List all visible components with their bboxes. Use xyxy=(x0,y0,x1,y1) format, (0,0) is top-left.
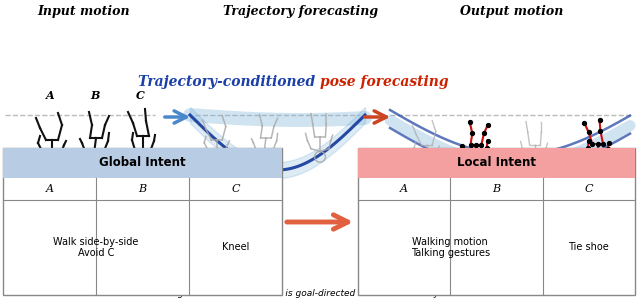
Text: B: B xyxy=(138,184,147,194)
Text: A: A xyxy=(400,184,408,194)
FancyBboxPatch shape xyxy=(3,148,282,178)
Text: Figure 1.  Human motion is goal-directed and influenced by othe...: Figure 1. Human motion is goal-directed … xyxy=(170,289,470,298)
Text: C: C xyxy=(136,90,145,101)
Text: C: C xyxy=(584,184,593,194)
Text: Output motion: Output motion xyxy=(460,5,564,18)
FancyBboxPatch shape xyxy=(3,148,282,295)
Text: pose forecasting: pose forecasting xyxy=(320,75,449,89)
Text: Input motion: Input motion xyxy=(37,5,129,18)
Text: Tie shoe: Tie shoe xyxy=(568,242,609,253)
Text: C: C xyxy=(231,184,240,194)
Text: B: B xyxy=(90,90,100,101)
Text: Trajectory-conditioned: Trajectory-conditioned xyxy=(138,75,320,89)
FancyBboxPatch shape xyxy=(358,148,635,178)
Text: A: A xyxy=(45,90,54,101)
FancyBboxPatch shape xyxy=(358,148,635,295)
Text: Kneel: Kneel xyxy=(222,242,249,253)
Text: Local Intent: Local Intent xyxy=(457,157,536,169)
Text: A: A xyxy=(45,184,54,194)
Text: Walk side-by-side
Avoid C: Walk side-by-side Avoid C xyxy=(53,237,139,258)
Text: Walking motion
Talking gestures: Walking motion Talking gestures xyxy=(411,237,490,258)
Text: Trajectory forecasting: Trajectory forecasting xyxy=(223,5,378,18)
Text: Global Intent: Global Intent xyxy=(99,157,186,169)
Text: B: B xyxy=(492,184,500,194)
